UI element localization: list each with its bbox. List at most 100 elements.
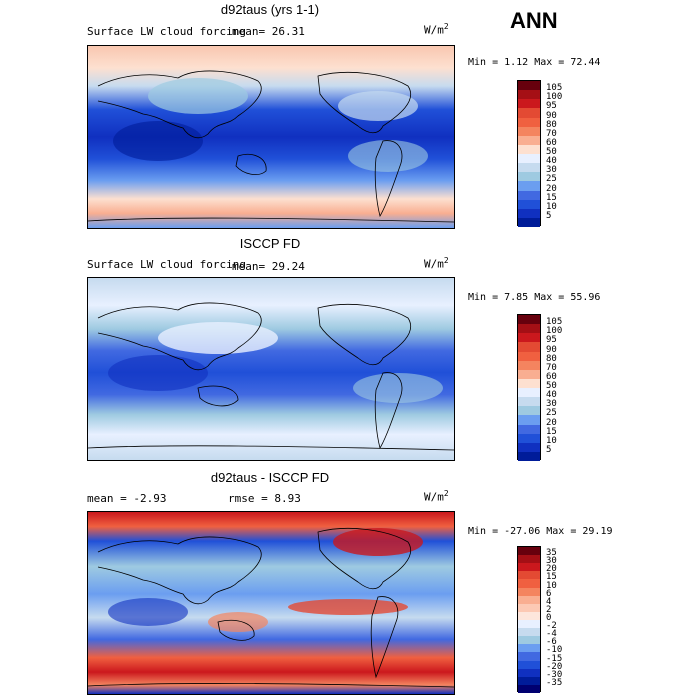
- colorbar-swatch: [518, 342, 540, 352]
- colorbar-tick-label: 5: [546, 444, 552, 455]
- colorbar-tick-label: 5: [546, 210, 552, 221]
- colorbar-swatch: [518, 406, 540, 416]
- colorbar-tick-label: -20: [546, 661, 563, 672]
- colorbar-tick-label: 30: [546, 399, 557, 410]
- colorbar-swatch: [518, 163, 540, 173]
- panel3-map: [87, 511, 455, 695]
- colorbar-tick-label: 10: [546, 201, 557, 212]
- colorbar-tick-label: 60: [546, 137, 557, 148]
- panel2-mean: mean= 29.24: [232, 260, 305, 273]
- panel1-colorbar-ticks: 105 100 95 90 80 70 60 50 40 30 25 20 15 10 5: [546, 80, 586, 226]
- colorbar-tick-label: 10: [546, 435, 557, 446]
- colorbar-swatch: [518, 628, 540, 637]
- colorbar-tick-label: 2: [546, 604, 552, 615]
- colorbar-tick-label: 15: [546, 192, 557, 203]
- colorbar-swatch: [518, 360, 540, 370]
- colorbar-tick-label: 95: [546, 335, 557, 346]
- colorbar-tick-label: 4: [546, 596, 552, 607]
- colorbar-tick-label: 20: [546, 417, 557, 428]
- colorbar-tick-label: 105: [546, 83, 563, 94]
- colorbar-swatch: [518, 415, 540, 425]
- panel2-units: W/m2: [424, 256, 449, 271]
- colorbar-swatch: [518, 442, 540, 452]
- colorbar-swatch: [518, 388, 540, 398]
- colorbar-swatch: [518, 126, 540, 136]
- colorbar-tick-label: 90: [546, 344, 557, 355]
- panel1-field-name: Surface LW cloud forcing: [87, 25, 246, 38]
- panel3-colorbar: [517, 546, 541, 693]
- panel3-map-canvas: [88, 512, 454, 694]
- colorbar-swatch: [518, 333, 540, 343]
- colorbar-swatch: [518, 315, 540, 325]
- colorbar-swatch: [518, 619, 540, 629]
- colorbar-swatch: [518, 108, 540, 118]
- colorbar-tick-label: 10: [546, 580, 557, 591]
- colorbar-swatch: [518, 217, 540, 227]
- colorbar-swatch: [518, 99, 540, 109]
- colorbar-tick-label: 80: [546, 119, 557, 130]
- colorbar-swatch: [518, 563, 540, 572]
- colorbar-tick-label: -15: [546, 653, 563, 664]
- colorbar-tick-label: 20: [546, 183, 557, 194]
- colorbar-swatch: [518, 199, 540, 209]
- colorbar-swatch: [518, 433, 540, 443]
- colorbar-swatch: [518, 135, 540, 145]
- colorbar-tick-label: 105: [546, 317, 563, 328]
- colorbar-tick-label: -6: [546, 637, 557, 648]
- panel2-colorbar-ticks: 105 100 95 90 80 70 60 50 40 30 25 20 15 10 5: [546, 314, 586, 460]
- colorbar-tick-label: 50: [546, 381, 557, 391]
- panel2-colorbar: [517, 314, 541, 461]
- colorbar-tick-label: -35: [546, 677, 563, 688]
- colorbar-tick-label: 40: [546, 390, 557, 401]
- colorbar-tick-label: -30: [546, 669, 563, 680]
- colorbar-tick-label: 70: [546, 128, 557, 139]
- colorbar-swatch: [518, 144, 540, 154]
- colorbar-tick-label: 30: [546, 165, 557, 176]
- colorbar-tick-label: 60: [546, 371, 557, 382]
- colorbar-swatch: [518, 571, 540, 580]
- colorbar-swatch: [518, 660, 540, 669]
- panel1-minmax: Min = 1.12 Max = 72.44: [468, 57, 601, 68]
- panel3-units: W/m2: [424, 489, 449, 504]
- colorbar-swatch: [518, 611, 540, 620]
- panel1-map-canvas: [88, 46, 454, 228]
- panel1-mean: mean= 26.31: [232, 25, 305, 38]
- colorbar-tick-label: 100: [546, 326, 563, 337]
- colorbar-tick-label: 35: [546, 548, 557, 559]
- panel3-mean: mean = -2.93: [87, 492, 167, 505]
- colorbar-swatch: [518, 424, 540, 434]
- panel3-colorbar-ticks: 35 30 20 15 10 6 4 2 0 -2 -4 -6 -10 -15 -20 -30 -35: [546, 546, 586, 692]
- colorbar-swatch: [518, 378, 540, 388]
- colorbar-swatch: [518, 190, 540, 200]
- colorbar-tick-label: 70: [546, 362, 557, 373]
- colorbar-tick-label: 80: [546, 353, 557, 364]
- panel3-title: d92taus - ISCCP FD: [210, 470, 330, 485]
- colorbar-swatch: [518, 81, 540, 91]
- colorbar-swatch: [518, 587, 540, 596]
- panel3-minmax: Min = -27.06 Max = 29.19: [468, 526, 613, 537]
- colorbar-tick-label: 95: [546, 101, 557, 112]
- colorbar-tick-label: 20: [546, 564, 557, 575]
- colorbar-swatch: [518, 652, 540, 661]
- panel3-rmse: rmse = 8.93: [228, 492, 301, 505]
- colorbar-tick-label: 15: [546, 426, 557, 437]
- colorbar-swatch: [518, 636, 540, 645]
- panel2-map: [87, 277, 455, 461]
- colorbar-tick-label: 0: [546, 613, 552, 623]
- colorbar-swatch: [518, 351, 540, 361]
- panel2-field-name: Surface LW cloud forcing: [87, 258, 246, 271]
- colorbar-swatch: [518, 90, 540, 100]
- colorbar-tick-label: 6: [546, 588, 552, 599]
- colorbar-tick-label: -10: [546, 645, 563, 656]
- colorbar-tick-label: -2: [546, 621, 557, 632]
- colorbar-swatch: [518, 451, 540, 461]
- season-label: ANN: [510, 8, 558, 33]
- panel1-map: [87, 45, 455, 229]
- panel2-map-canvas: [88, 278, 454, 460]
- colorbar-swatch: [518, 547, 540, 556]
- colorbar-swatch: [518, 595, 540, 604]
- colorbar-swatch: [518, 579, 540, 588]
- colorbar-swatch: [518, 555, 540, 564]
- colorbar-swatch: [518, 603, 540, 612]
- colorbar-tick-label: 15: [546, 572, 557, 583]
